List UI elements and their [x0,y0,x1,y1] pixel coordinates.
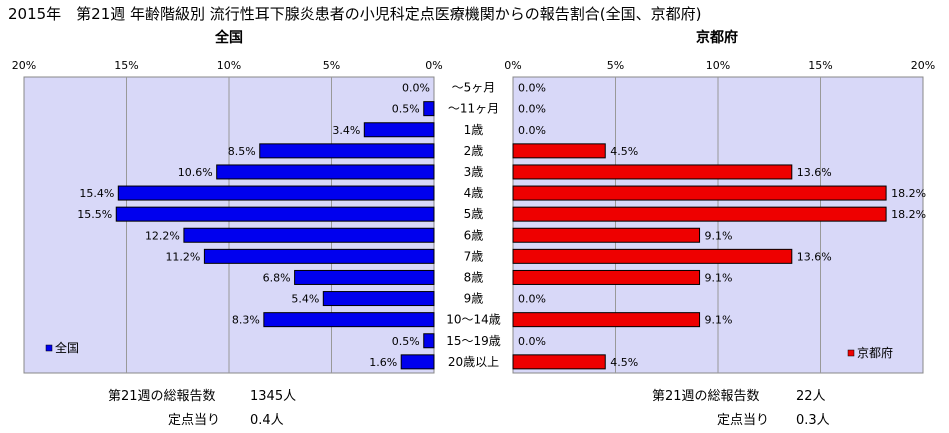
left-tick-label: 15% [114,59,138,72]
value-label-kyoto: 13.6% [797,250,832,263]
value-label-national: 0.5% [392,335,420,348]
bar-national [400,354,435,370]
value-label-national: 8.5% [228,145,256,158]
national-total-label: 第21週の総報告数 [108,389,216,404]
bar-national [117,185,435,201]
category-label: ～5ヶ月 [452,81,496,95]
value-label-kyoto: 18.2% [891,187,926,200]
category-label: 10～14歳 [446,313,501,327]
bar-kyoto [512,269,701,285]
value-label-national: 11.2% [165,250,200,263]
bar-kyoto [512,227,701,243]
left-value-labels: 0.0% 0.5% 3.4% 8.5% 10.6% 15.4% 15.5% 12.2% 11.2… [77,82,430,369]
category-label: 8歳 [464,270,484,284]
category-label: 6歳 [464,228,484,242]
category-label: 20歳以上 [448,355,499,369]
bar-national [216,164,435,180]
category-label: ～11ヶ月 [448,102,499,116]
value-label-kyoto: 4.5% [610,356,638,369]
left-panel-title: 全国 [214,29,243,46]
category-label: 3歳 [464,165,484,179]
bar-national [423,101,435,117]
legend-label-kyoto: 京都府 [857,345,893,360]
bar-national [423,333,435,349]
value-label-national: 15.5% [77,208,112,221]
bar-national [183,227,435,243]
bar-kyoto [512,164,793,180]
national-total-value: 1345人 [250,389,296,404]
left-tick-label: 10% [217,59,241,72]
right-value-labels: 0.0% 0.0% 0.0% 4.5% 13.6% 18.2% 18.2% 9.1% 13.6%… [518,82,926,369]
right-panel-title: 京都府 [696,29,738,46]
left-axis-ticks: 20% 15% 10% 5% 0% [12,59,443,72]
national-per-site-value: 0.4人 [250,413,284,428]
value-label-kyoto: 13.6% [797,166,832,179]
right-tick-label: 5% [607,59,624,72]
bar-national [203,248,435,264]
bar-national [259,143,435,159]
value-label-kyoto: 9.1% [705,229,733,242]
right-tick-label: 0% [504,59,521,72]
value-label-national: 10.6% [178,166,213,179]
category-label: 5歳 [464,207,484,221]
right-tick-label: 20% [911,59,935,72]
category-label: 4歳 [464,186,484,200]
value-label-national: 15.4% [79,187,114,200]
bar-kyoto [512,312,701,328]
left-tick-label: 20% [12,59,36,72]
category-label: 7歳 [464,249,484,263]
value-label-kyoto: 9.1% [705,314,733,327]
category-label: 15～19歳 [446,334,501,348]
bar-national [294,269,435,285]
kyoto-total-label: 第21週の総報告数 [652,389,760,404]
right-bars [512,143,887,370]
left-bars [115,101,435,370]
category-label: 1歳 [464,123,484,137]
value-label-kyoto: 0.0% [518,293,546,306]
value-label-national: 5.4% [291,293,319,306]
value-label-national: 3.4% [332,124,360,137]
legend-swatch-national [45,344,53,352]
chart-title: 2015年 第21週 年齢階級別 流行性耳下腺炎患者の小児科定点医療機関からの報… [8,5,702,23]
value-label-kyoto: 9.1% [705,271,733,284]
value-label-national: 1.6% [369,356,397,369]
value-label-national: 6.8% [263,271,291,284]
value-label-national: 0.5% [392,103,420,116]
category-label: 9歳 [464,292,484,306]
left-tick-label: 5% [323,59,340,72]
value-label-kyoto: 0.0% [518,103,546,116]
right-axis-ticks: 0% 5% 10% 15% 20% [504,59,935,72]
bar-national [322,291,435,307]
value-label-national: 12.2% [145,229,180,242]
national-per-site-label: 定点当り [168,413,220,428]
value-label-kyoto: 0.0% [518,82,546,95]
value-label-kyoto: 4.5% [610,145,638,158]
bar-national [363,122,435,138]
value-label-national: 8.3% [232,314,260,327]
legend-swatch-kyoto [847,349,855,357]
left-tick-label: 0% [425,59,442,72]
category-labels: ～5ヶ月 ～11ヶ月 1歳 2歳 3歳 4歳 5歳 6歳 7歳 8歳 9歳 10～14歳 15～19歳 2… [446,81,501,369]
bar-kyoto [512,185,887,201]
bar-kyoto [512,143,606,159]
bar-national [263,312,435,328]
bar-kyoto [512,248,793,264]
kyoto-per-site-value: 0.3人 [796,413,830,428]
category-label: 2歳 [464,144,484,158]
kyoto-per-site-label: 定点当り [717,413,769,428]
right-tick-label: 15% [808,59,832,72]
bar-kyoto [512,354,606,370]
bar-kyoto [512,206,887,222]
legend-label-national: 全国 [55,340,79,355]
value-label-kyoto: 0.0% [518,335,546,348]
kyoto-total-value: 22人 [796,389,826,404]
right-tick-label: 10% [706,59,730,72]
value-label-kyoto: 0.0% [518,124,546,137]
bar-national [115,206,435,222]
value-label-national: 0.0% [402,82,430,95]
value-label-kyoto: 18.2% [891,208,926,221]
